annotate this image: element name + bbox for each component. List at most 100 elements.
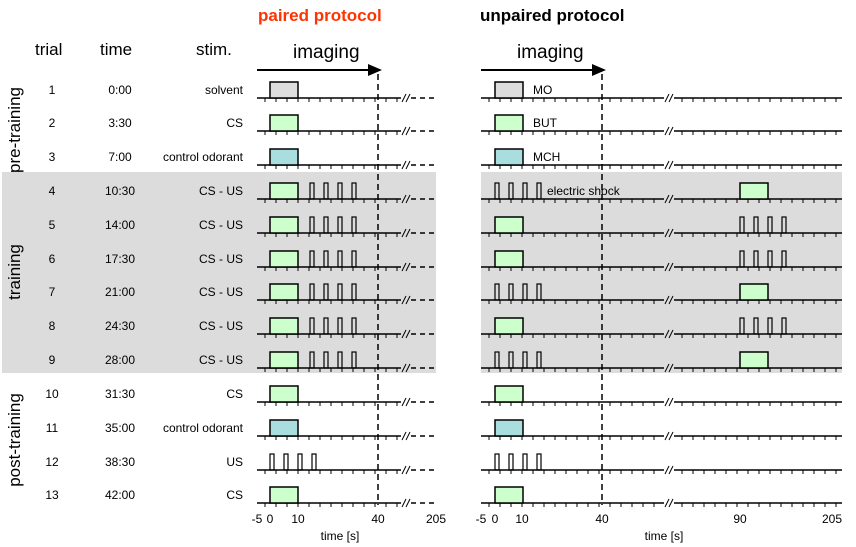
axis-break bbox=[668, 363, 674, 373]
axis-break bbox=[668, 329, 674, 339]
trial-time: 38:30 bbox=[105, 455, 135, 469]
xlabel-unpaired: time [s] bbox=[645, 529, 684, 543]
axis-break bbox=[401, 363, 407, 373]
axis-break bbox=[405, 329, 411, 339]
axis-break bbox=[405, 194, 411, 204]
axis-break bbox=[668, 295, 674, 305]
training-shade-left bbox=[2, 172, 436, 373]
axis-break bbox=[664, 329, 670, 339]
us-pulse bbox=[522, 182, 528, 200]
odor-box bbox=[739, 182, 769, 200]
us-pulse bbox=[522, 351, 528, 369]
odor-box bbox=[269, 182, 299, 200]
axis-break bbox=[668, 228, 674, 238]
us-pulse bbox=[739, 216, 745, 234]
trial-row: 10 31:30 CS bbox=[45, 385, 842, 407]
trial-stimulus: CS bbox=[226, 387, 243, 401]
axis-break bbox=[664, 465, 670, 475]
axis-break bbox=[668, 431, 674, 441]
us-pulse bbox=[494, 283, 500, 301]
odor-box bbox=[494, 250, 524, 268]
us-pulse bbox=[508, 453, 514, 471]
axis-break bbox=[668, 160, 674, 170]
trial-number: 11 bbox=[46, 421, 59, 435]
us-pulse bbox=[323, 317, 329, 335]
odor-box bbox=[739, 351, 769, 369]
trial-number: 13 bbox=[45, 488, 59, 502]
us-pulse bbox=[323, 182, 329, 200]
trial-row: 6 17:30 CS - US bbox=[49, 250, 842, 272]
us-pulse bbox=[283, 453, 289, 471]
odor-box bbox=[494, 419, 524, 437]
odor-box bbox=[494, 317, 524, 335]
trial-time: 28:00 bbox=[105, 353, 135, 367]
us-pulse bbox=[351, 182, 357, 200]
tick-label-unpaired: -5 bbox=[476, 512, 487, 526]
us-pulse bbox=[781, 216, 787, 234]
axis-break bbox=[668, 262, 674, 272]
axis-break bbox=[401, 431, 407, 441]
us-pulse bbox=[323, 351, 329, 369]
us-pulse bbox=[309, 216, 315, 234]
axis-break bbox=[668, 397, 674, 407]
trial-stimulus: solvent bbox=[205, 83, 244, 97]
trial-stimulus: CS - US bbox=[199, 184, 243, 198]
paired-title: paired protocol bbox=[258, 6, 382, 25]
tick-label-unpaired: 40 bbox=[595, 512, 609, 526]
axis-break bbox=[401, 93, 407, 103]
us-pulse bbox=[351, 216, 357, 234]
us-pulse bbox=[311, 453, 317, 471]
axis-break bbox=[664, 363, 670, 373]
axis-break bbox=[405, 363, 411, 373]
trial-time: 14:00 bbox=[105, 218, 135, 232]
us-pulse bbox=[269, 453, 275, 471]
us-pulse bbox=[309, 317, 315, 335]
odor-box bbox=[269, 283, 299, 301]
us-pulse bbox=[781, 250, 787, 268]
axis-break bbox=[405, 228, 411, 238]
trial-row: 1 0:00 solvent MO bbox=[49, 81, 842, 103]
us-pulse bbox=[767, 317, 773, 335]
us-pulse bbox=[337, 182, 343, 200]
axis-break bbox=[401, 262, 407, 272]
tick-label-unpaired: 10 bbox=[515, 512, 529, 526]
axis-break bbox=[405, 431, 411, 441]
axis-break bbox=[401, 228, 407, 238]
us-pulse bbox=[309, 283, 315, 301]
us-pulse bbox=[753, 216, 759, 234]
trial-time: 31:30 bbox=[105, 387, 135, 401]
trial-row: 5 14:00 CS - US bbox=[49, 216, 842, 238]
odor-box bbox=[269, 81, 299, 99]
trial-number: 7 bbox=[49, 285, 56, 299]
training-shade-right bbox=[481, 172, 842, 373]
trial-number: 12 bbox=[45, 455, 59, 469]
axis-break bbox=[405, 295, 411, 305]
axis-break bbox=[405, 262, 411, 272]
axis-break bbox=[405, 160, 411, 170]
imaging-label-unpaired: imaging bbox=[517, 42, 584, 63]
phase-post-training: post-training bbox=[5, 393, 24, 487]
us-pulse bbox=[753, 317, 759, 335]
us-pulse bbox=[351, 283, 357, 301]
unpaired-title: unpaired protocol bbox=[480, 6, 625, 25]
tick-label-unpaired: 90 bbox=[733, 512, 747, 526]
trial-stimulus: control odorant bbox=[163, 421, 244, 435]
axis-break bbox=[401, 126, 407, 136]
axis-break bbox=[664, 431, 670, 441]
us-pulse bbox=[337, 216, 343, 234]
xlabel-paired: time [s] bbox=[321, 529, 360, 543]
us-pulse bbox=[337, 351, 343, 369]
us-pulse bbox=[309, 182, 315, 200]
axis-break bbox=[405, 126, 411, 136]
phase-pre-training: pre-training bbox=[5, 87, 24, 173]
tick-label-paired: 10 bbox=[291, 512, 305, 526]
odor-box bbox=[739, 283, 769, 301]
axis-break bbox=[668, 93, 674, 103]
axis-break bbox=[401, 397, 407, 407]
us-pulse bbox=[522, 453, 528, 471]
trial-row: 4 10:30 CS - US electric shock bbox=[49, 182, 842, 204]
odor-box bbox=[269, 250, 299, 268]
header-trial: trial bbox=[35, 40, 62, 59]
axis-ticks: -5 0 10 40 205 -5 0 10 40 90 205 bbox=[252, 512, 843, 526]
axis-break bbox=[401, 194, 407, 204]
